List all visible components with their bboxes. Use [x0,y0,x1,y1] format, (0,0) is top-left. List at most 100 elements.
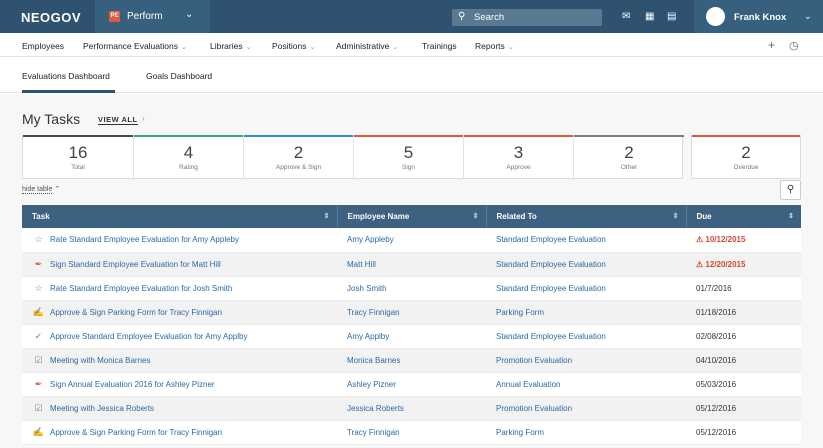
due-date: 04/10/2016 [686,348,801,373]
nav-libraries[interactable]: Libraries ⌄ [210,41,251,51]
table-row[interactable]: ☆ Rate Standard Employee Evaluation for A… [22,228,801,253]
chevron-down-icon: ⌄ [309,44,316,51]
task-cell: ✒ Sign Annual Evaluation 2016 for Ashley … [22,372,337,397]
task-link[interactable]: Rate Standard Employee Evaluation for Jo… [50,283,233,293]
employee-link[interactable]: Tracy Finnigan [337,420,486,445]
stat-bar [464,135,573,137]
stat-total[interactable]: 16 Total [23,135,134,179]
column-label: Due [696,212,712,221]
task-link[interactable]: Approve & Sign Parking Form for Tracy Fi… [50,307,223,317]
sort-icon[interactable]: ⇕ [672,213,679,220]
related-link[interactable]: Promotion Evaluation [486,348,686,373]
sort-icon[interactable]: ⇕ [472,213,479,220]
due-date: ⚠ 10/12/2015 [686,228,801,253]
nav-label: Libraries [210,41,243,51]
pen-icon: ✒ [34,378,43,389]
nav-positions[interactable]: Positions ⌄ [272,41,315,51]
hide-table-toggle[interactable]: hide table ⌃ [22,185,60,194]
chevron-down-icon: ⌄ [245,44,252,51]
employee-link[interactable]: Josh Smith [337,276,486,301]
due-date: 01/7/2016 [686,276,801,301]
task-cell: ✍ Approve & Sign Parking Form for Tracy F… [22,300,337,325]
global-search-input[interactable]: ⚲ Search [452,9,602,26]
table-row[interactable]: ✍ Approve & Sign Parking Form for Tracy F… [22,420,801,445]
table-row[interactable]: ✍ Approve & Sign Parking Form for Tracy F… [22,300,801,325]
table-search-button[interactable]: ⚲ [780,180,801,200]
task-link[interactable]: Approve & Sign Parking Form for Tracy Fi… [50,427,223,437]
main-content: My Tasks VIEW ALL › 16 Total 4 Rating 2 … [0,94,823,448]
employee-link[interactable]: Monica Barnes [337,348,486,373]
clock-icon[interactable]: ◷ [789,40,799,52]
table-row[interactable]: ☆ Rate Standard Employee Evaluation for J… [22,276,801,301]
column-header-task[interactable]: Task ⇕ [22,205,338,228]
related-link[interactable]: Annual Evaluation [486,372,686,397]
sort-icon[interactable]: ⇕ [323,213,330,220]
stat-approve[interactable]: 3 Approve [464,135,574,179]
stat-approve-sign[interactable]: 2 Approve & Sign [244,135,354,179]
stat-value: 2 [741,143,751,162]
due-date: 05/12/2016 [686,396,801,421]
page-title: My Tasks [22,111,81,127]
employee-link[interactable]: Tracy Finnigan [337,300,486,325]
stat-label: Rating [179,164,198,171]
task-link[interactable]: Sign Standard Employee Evaluation for Ma… [50,259,221,269]
nav-administrative[interactable]: Administrative ⌄ [336,41,398,51]
table-row[interactable]: ☑ Meeting with Jessica Roberts Jessica Rob… [22,396,801,421]
add-icon[interactable]: + [768,38,776,52]
view-all-link[interactable]: VIEW ALL [98,115,138,125]
task-link[interactable]: Rate Standard Employee Evaluation for Am… [50,235,239,245]
stat-bar [134,135,243,137]
related-link[interactable]: Promotion Evaluation [486,396,686,421]
column-header-related[interactable]: Related To ⇕ [486,205,687,228]
user-menu[interactable]: Frank Knox ⌄ [694,0,823,33]
nav-label: Positions [272,41,307,51]
task-link[interactable]: Meeting with Monica Barnes [50,355,151,365]
stat-sign[interactable]: 5 Sign [354,135,464,179]
stat-other[interactable]: 2 Other [574,135,684,179]
top-bar: NEOGOV PE Perform ⌄ ⚲ Search ✉ ▦ ▤ Frank… [0,0,823,33]
nav-reports[interactable]: Reports ⌄ [475,41,514,51]
task-link[interactable]: Sign Annual Evaluation 2016 for Ashley P… [50,379,215,389]
task-link[interactable]: Approve Standard Employee Evaluation for… [50,331,248,341]
column-label: Related To [496,212,537,221]
search-placeholder: Search [474,12,505,23]
related-link[interactable]: Standard Employee Evaluation [486,228,686,253]
stat-overdue[interactable]: 2 Overdue [691,135,801,179]
employee-link[interactable]: Jessica Roberts [337,396,486,421]
table-row[interactable]: ✓ Approve Standard Employee Evaluation fo… [22,324,801,349]
related-link[interactable]: Standard Employee Evaluation [486,276,686,301]
column-header-due[interactable]: Due ⇕ [686,205,801,228]
employee-link[interactable]: Amy Applby [337,324,486,349]
related-link[interactable]: Parking Form [486,300,686,325]
table-row[interactable]: ☑ Meeting with Monica Barnes Monica Barnes… [22,348,801,373]
column-header-employee[interactable]: Employee Name ⇕ [337,205,487,228]
related-link[interactable]: Standard Employee Evaluation [486,324,686,349]
product-switcher[interactable]: PE Perform ⌄ [95,0,210,33]
warning-icon: ⚠ [696,235,706,245]
document-icon[interactable]: ▤ [667,11,677,22]
table-row[interactable]: ✒ Sign Annual Evaluation 2016 for Ashley … [22,372,801,397]
nav-label: Reports [475,41,505,51]
chevron-down-icon: ⌄ [392,44,399,51]
nav-employees[interactable]: Employees [22,41,64,51]
table-row[interactable]: ✒ Sign Standard Employee Evaluation for M… [22,252,801,277]
sort-icon[interactable]: ⇕ [788,213,794,220]
nav-performance-evaluations[interactable]: Performance Evaluations ⌄ [83,41,187,51]
product-name: Perform [127,11,163,22]
related-link[interactable]: Standard Employee Evaluation [486,252,686,277]
due-date: 02/08/2016 [686,324,801,349]
stat-rating[interactable]: 4 Rating [134,135,244,179]
mail-icon[interactable]: ✉ [622,11,631,22]
neogov-logo[interactable]: NEOGOV [21,10,82,25]
nav-trainings[interactable]: Trainings [422,41,457,51]
tab-goals-dashboard[interactable]: Goals Dashboard [146,71,213,81]
employee-link[interactable]: Matt Hill [337,252,486,277]
stat-label: Total [71,164,85,171]
related-link[interactable]: Parking Form [486,420,686,445]
employee-link[interactable]: Amy Appleby [337,228,486,253]
tab-evaluations-dashboard[interactable]: Evaluations Dashboard [22,71,110,81]
calendar-icon[interactable]: ▦ [645,11,655,22]
employee-link[interactable]: Ashley Pizner [337,372,486,397]
task-link[interactable]: Meeting with Jessica Roberts [50,403,155,413]
stat-value: 5 [403,143,414,162]
